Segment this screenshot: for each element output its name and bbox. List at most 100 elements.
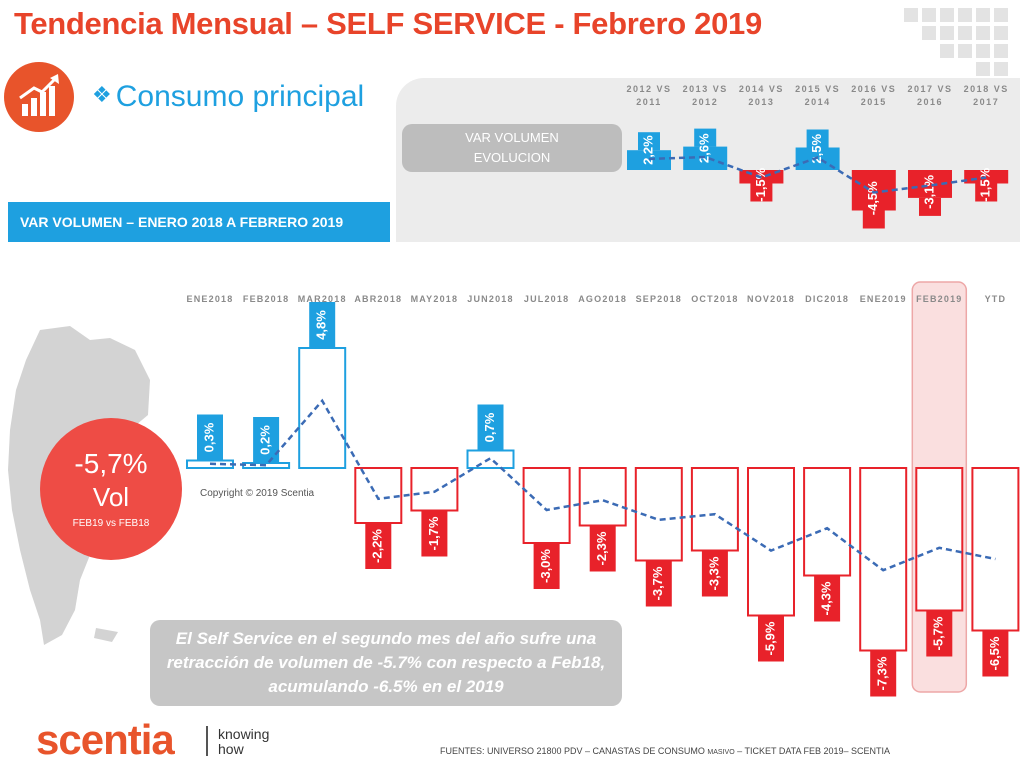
- monthly-tick-label: ENE2019: [860, 294, 907, 304]
- annual-tick-label: 2014: [805, 97, 831, 107]
- kpi-unit: Vol: [92, 482, 130, 512]
- annual-tick-label: 2011: [636, 97, 662, 107]
- annual-data-label: -4,5%: [865, 181, 880, 215]
- monthly-data-label: -7,3%: [875, 656, 890, 690]
- monthly-tick-label: NOV2018: [747, 294, 795, 304]
- annual-tick-label: 2018 VS: [964, 84, 1009, 94]
- annual-tick-label: 2016 VS: [851, 84, 896, 94]
- monthly-bar: [915, 467, 964, 612]
- annual-data-label: 2,6%: [697, 133, 712, 163]
- monthly-tick-label: FEB2018: [243, 294, 289, 304]
- monthly-label-tab: [197, 414, 223, 461]
- monthly-tick-label: JUL2018: [524, 294, 569, 304]
- monthly-bar: [522, 467, 571, 544]
- annual-bar-cap: [638, 132, 660, 151]
- monthly-label-tab: [309, 302, 336, 348]
- monthly-bar: [747, 467, 795, 617]
- monthly-tick-label: FEB2019: [916, 294, 962, 304]
- annual-bar-cap: [919, 197, 941, 216]
- summary-message: El Self Service en el segundo mes del añ…: [150, 620, 622, 706]
- annual-chart: 2012 VS 2011 2,2% 2013 VS 2012 2,6% 2014 VS 201…: [626, 84, 1009, 229]
- monthly-data-label: -5,7%: [931, 616, 946, 650]
- copyright-text: Copyright © 2019 Scentia: [200, 488, 315, 499]
- monthly-data-label: -3,0%: [538, 549, 553, 583]
- annual-tick-label: 2013: [748, 97, 774, 107]
- monthly-label-tab: [253, 417, 280, 463]
- monthly-bar: [578, 467, 627, 527]
- annual-data-label: 2,2%: [640, 135, 655, 165]
- monthly-tick-label: MAR2018: [298, 294, 347, 304]
- annual-bar-cap: [975, 183, 998, 202]
- monthly-label-tab: [421, 510, 448, 557]
- diamond-bullet-icon: ❖: [92, 82, 112, 107]
- monthly-label-tab: [533, 543, 560, 589]
- monthly-bar: [298, 347, 347, 469]
- monthly-tick-label: DIC2018: [805, 294, 849, 304]
- annual-bar-cap: [862, 210, 885, 229]
- annual-data-label: -1,5%: [978, 167, 993, 201]
- growth-chart-icon: [4, 62, 74, 132]
- footer-sources: FUENTES: UNIVERSO 21800 PDV – CANASTAS D…: [440, 746, 891, 756]
- annual-trend-line: [648, 155, 987, 194]
- monthly-label-tab: [477, 404, 504, 451]
- monthly-bar: [971, 467, 1020, 632]
- annual-bar: [683, 146, 728, 170]
- monthly-bar: [690, 467, 739, 552]
- monthly-label-tab: [701, 550, 728, 597]
- logo-divider: [206, 726, 208, 756]
- monthly-data-label: -1,7%: [426, 516, 441, 550]
- monthly-data-label: -6,5%: [987, 636, 1002, 670]
- annual-tick-label: 2015 VS: [795, 84, 840, 94]
- scentia-logo: scentia: [36, 716, 175, 763]
- monthly-label-tab: [982, 630, 1009, 677]
- annual-tick-label: 2012: [692, 97, 718, 107]
- monthly-section-label: VAR VOLUMEN – ENERO 2018 A FEBRERO 2019: [8, 202, 390, 242]
- annual-panel-label: VAR VOLUMEN EVOLUCION: [402, 124, 622, 172]
- annual-data-label: 2,5%: [809, 133, 824, 163]
- monthly-label-tab: [926, 610, 953, 657]
- monthly-tick-label: AGO2018: [578, 294, 627, 304]
- monthly-label-tab: [758, 615, 784, 662]
- monthly-data-label: 0,2%: [258, 425, 273, 455]
- kpi-badge: -5,7% Vol FEB19 vs FEB18: [40, 418, 182, 560]
- monthly-tick-label: OCT2018: [691, 294, 738, 304]
- monthly-data-label: -4,3%: [819, 581, 834, 615]
- monthly-label-tab: [870, 650, 897, 697]
- kpi-compare: FEB19 vs FEB18: [72, 518, 150, 529]
- monthly-data-label: 0,7%: [482, 412, 497, 442]
- monthly-data-label: 4,8%: [314, 310, 329, 340]
- monthly-label-tab: [589, 525, 616, 572]
- monthly-data-label: 0,3%: [201, 422, 216, 452]
- monthly-data-label: -3,7%: [650, 566, 665, 600]
- page-title: Tendencia Mensual – SELF SERVICE - Febre…: [14, 6, 762, 41]
- monthly-tick-label: ENE2018: [187, 294, 234, 304]
- monthly-label-tab: [814, 575, 841, 622]
- monthly-data-label: -5,9%: [762, 621, 777, 655]
- monthly-data-label: -3,3%: [706, 556, 721, 590]
- kpi-value: -5,7%: [74, 448, 148, 479]
- annual-data-label: -1,5%: [753, 167, 768, 201]
- annual-tick-label: 2017: [973, 97, 999, 107]
- monthly-chart: ENE2018 0,3% FEB2018 0,2% MAR2018 4,8% ABR2018…: [186, 281, 1020, 697]
- monthly-tick-label: MAY2018: [411, 294, 459, 304]
- annual-data-label: -3,1%: [921, 175, 936, 209]
- monthly-data-label: -2,3%: [594, 531, 609, 565]
- annual-tick-label: 2013 VS: [683, 84, 728, 94]
- monthly-bar: [354, 467, 403, 524]
- annual-tick-label: 2016: [917, 97, 943, 107]
- monthly-bar: [410, 467, 459, 512]
- monthly-tick-label: ABR2018: [354, 294, 402, 304]
- annual-tick-label: 2014 VS: [739, 84, 784, 94]
- monthly-tick-label: YTD: [985, 294, 1007, 304]
- brand-tagline: knowing how: [218, 726, 270, 757]
- annual-bar: [851, 170, 896, 211]
- monthly-bar: [803, 467, 852, 577]
- annual-tick-label: 2017 VS: [907, 84, 952, 94]
- annual-bar-cap: [694, 128, 717, 147]
- annual-bar-cap: [806, 129, 829, 148]
- annual-bar: [627, 150, 671, 170]
- annual-tick-label: 2015: [861, 97, 887, 107]
- annual-bar-cap: [750, 183, 773, 202]
- monthly-tick-label: JUN2018: [467, 294, 513, 304]
- monthly-label-tab: [645, 560, 672, 607]
